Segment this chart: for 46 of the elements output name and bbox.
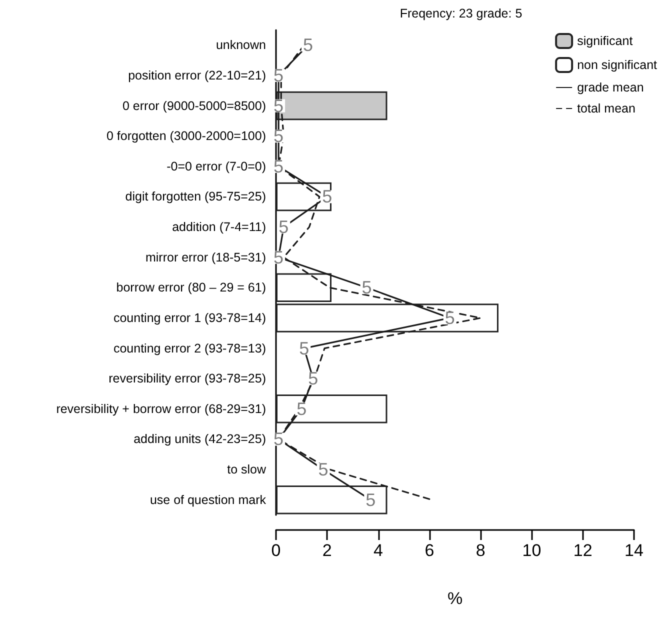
x-tick-label: 8 [476,541,486,560]
y-tick-label: use of question mark [150,492,267,507]
annotation: 5 [274,247,284,268]
legend-label: total mean [577,102,636,116]
annotation: 5 [366,490,376,510]
x-axis-title: % [447,589,463,608]
y-tick-label: borrow error (80 – 29 = 61) [116,280,266,295]
y-tick-label: reversibility error (93-78=25) [108,372,266,386]
x-tick-label: 0 [271,541,281,560]
y-tick-label: to slow [227,462,267,477]
y-tick-label: 0 forgotten (3000-2000=100) [106,129,266,144]
chart-title: Freqency: 23 grade: 5 [400,6,522,20]
x-tick-label: 4 [374,541,384,560]
annotation: 5 [362,278,372,298]
x-tick-label: 14 [624,541,644,560]
y-tick-label: 0 error (9000-5000=8500) [122,98,266,113]
x-tick-label: 10 [522,541,542,560]
annotation: 5 [274,65,284,86]
annotation: 5 [274,96,284,116]
y-tick-label: mirror error (18-5=31) [145,250,266,264]
y-tick-label: adding units (42-23=25) [134,432,266,446]
y-tick-label: counting error 2 (93-78=13) [113,341,266,356]
x-tick-label: 12 [573,541,592,560]
legend-label: significant [577,34,634,48]
y-tick-label: -0=0 error (7-0=0) [166,159,266,174]
y-tick-label: digit forgotten (95-75=25) [125,190,266,204]
legend-label: grade mean [577,80,644,94]
annotation: 5 [302,35,313,56]
y-tick-label: addition (7-4=11) [172,220,266,234]
annotation: 5 [278,217,289,238]
legend-label: non significant [577,58,658,72]
y-tick-label: counting error 1 (93-78=14) [113,310,266,325]
x-tick-label: 2 [322,541,332,560]
annotation: 5 [274,429,284,450]
annotation: 5 [299,338,310,358]
annotation: 5 [444,308,455,328]
y-tick-label: unknown [216,38,266,52]
y-tick-label: reversibility + borrow error (68-29=31) [56,402,266,416]
annotation: 5 [296,398,307,419]
annotation: 5 [274,156,284,176]
annotation: 5 [318,460,328,480]
x-tick-label: 6 [424,541,434,560]
y-tick-label: position error (22-10=21) [128,68,266,82]
annotation: 5 [274,126,284,146]
annotation: 5 [308,368,318,389]
annotation: 5 [322,186,332,207]
